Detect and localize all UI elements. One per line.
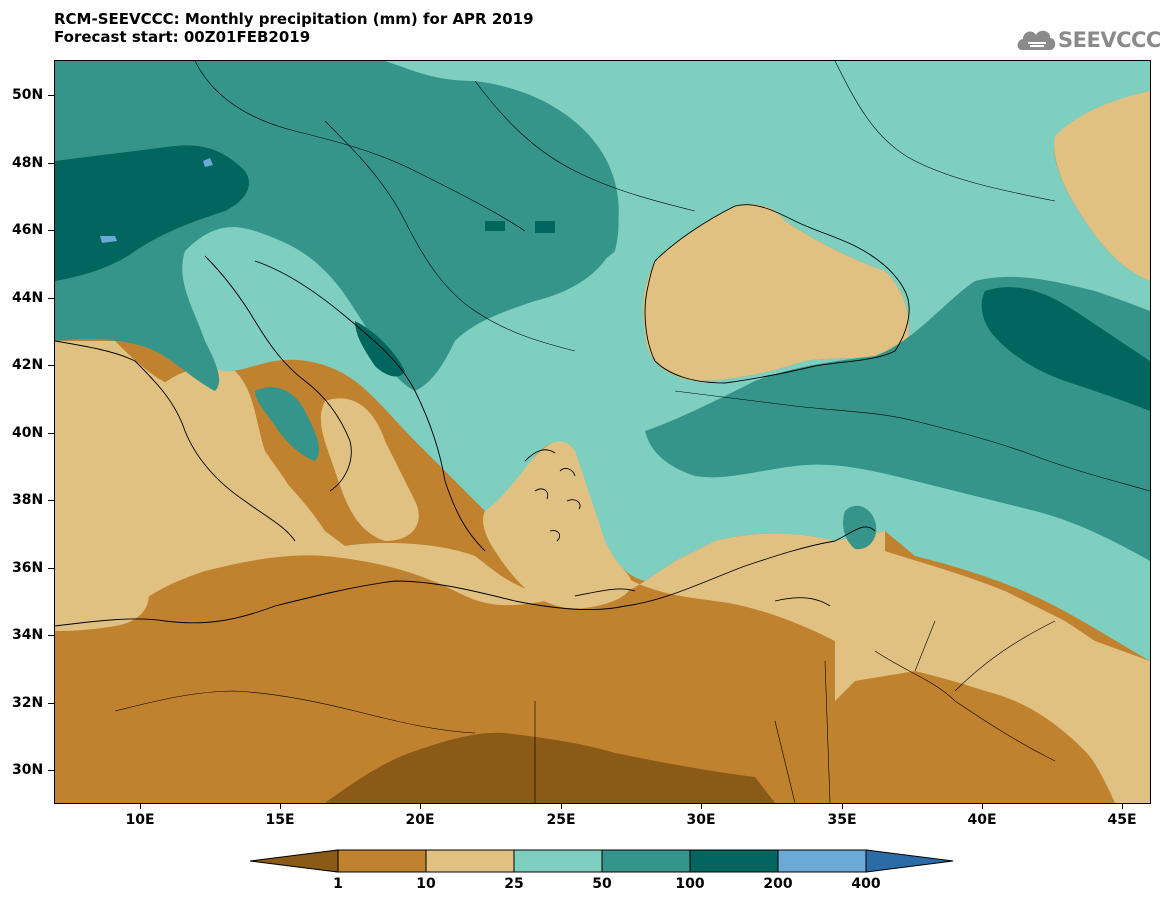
region-100-200mm-ukraine-spots [485, 221, 555, 233]
lon-tick [280, 803, 281, 809]
colorbar-segment-lt1 [250, 849, 339, 873]
lon-tick [420, 803, 421, 809]
lon-tick [982, 803, 983, 809]
lat-label-40n: 40N [12, 425, 44, 441]
region-100-200mm-alps [55, 145, 249, 281]
lon-label-30e: 30E [686, 812, 716, 828]
lon-label-45e: 45E [1107, 812, 1137, 828]
lat-label-30n: 30N [12, 762, 44, 778]
lat-label-34n: 34N [12, 627, 44, 643]
region-50-100mm-levant [843, 505, 877, 550]
cloud-logo-icon [1017, 30, 1056, 50]
colorbar [250, 849, 954, 873]
colorbar-segment-25-50 [513, 849, 603, 873]
lat-label-46n: 46N [12, 222, 44, 238]
lon-label-10e: 10E [125, 812, 155, 828]
lat-tick [48, 703, 54, 704]
lon-label-15e: 15E [265, 812, 295, 828]
lat-tick [48, 770, 54, 771]
coastlines [55, 204, 910, 627]
region-10-25mm-italy-south [320, 398, 419, 541]
lat-tick [48, 635, 54, 636]
region-10-25mm-tunisia-south [55, 559, 149, 631]
forecast-start-label: Forecast start: 00Z01FEB2019 [54, 28, 311, 46]
colorbar-segment-gt400 [865, 849, 954, 873]
precipitation-map-canvas [55, 61, 1150, 803]
region-10-25mm-sardinia-tunisia [55, 341, 298, 571]
colorbar-segment-200-400 [777, 849, 867, 873]
colorbar-label-1: 1 [333, 876, 343, 892]
lon-tick [561, 803, 562, 809]
colorbar-label-50: 50 [592, 876, 612, 892]
lon-label-35e: 35E [827, 812, 857, 828]
country-borders [114, 61, 1150, 803]
lat-tick [48, 568, 54, 569]
lat-tick [48, 365, 54, 366]
lat-label-38n: 38N [12, 492, 44, 508]
lat-label-48n: 48N [12, 155, 44, 171]
colorbar-label-400: 400 [851, 876, 881, 892]
lat-tick [48, 500, 54, 501]
region-100-200mm-caucasus [981, 287, 1150, 411]
lat-tick [48, 298, 54, 299]
lon-tick [842, 803, 843, 809]
region-10-25mm-black-sea [643, 204, 909, 381]
colorbar-label-10: 10 [416, 876, 436, 892]
colorbar-label-100: 100 [675, 876, 705, 892]
region-50-100mm-italy [255, 387, 320, 461]
lon-tick [140, 803, 141, 809]
region-10-25mm-greece-aegean [483, 440, 632, 609]
lat-label-42n: 42N [12, 357, 44, 373]
region-lt1mm [325, 732, 775, 803]
lat-label-44n: 44N [12, 290, 44, 306]
lon-label-25e: 25E [546, 812, 576, 828]
colorbar-segment-100-200 [689, 849, 779, 873]
precipitation-map [54, 60, 1151, 804]
colorbar-segment-1-10 [337, 849, 427, 873]
lon-label-40e: 40E [967, 812, 997, 828]
lat-tick [48, 95, 54, 96]
colorbar-segment-10-25 [425, 849, 515, 873]
lat-label-50n: 50N [12, 87, 44, 103]
lat-label-32n: 32N [12, 695, 44, 711]
lat-label-36n: 36N [12, 560, 44, 576]
colorbar-label-25: 25 [504, 876, 524, 892]
colorbar-segment-50-100 [601, 849, 691, 873]
lat-tick [48, 433, 54, 434]
map-title: RCM-SEEVCCC: Monthly precipitation (mm) … [54, 10, 534, 28]
logo-text: SEEVCCC [1058, 28, 1161, 52]
colorbar-label-200: 200 [763, 876, 793, 892]
lat-tick [48, 163, 54, 164]
region-10-25mm-caspian [1054, 91, 1150, 281]
lon-tick [1122, 803, 1123, 809]
lon-label-20e: 20E [405, 812, 435, 828]
lon-tick [701, 803, 702, 809]
lat-tick [48, 230, 54, 231]
